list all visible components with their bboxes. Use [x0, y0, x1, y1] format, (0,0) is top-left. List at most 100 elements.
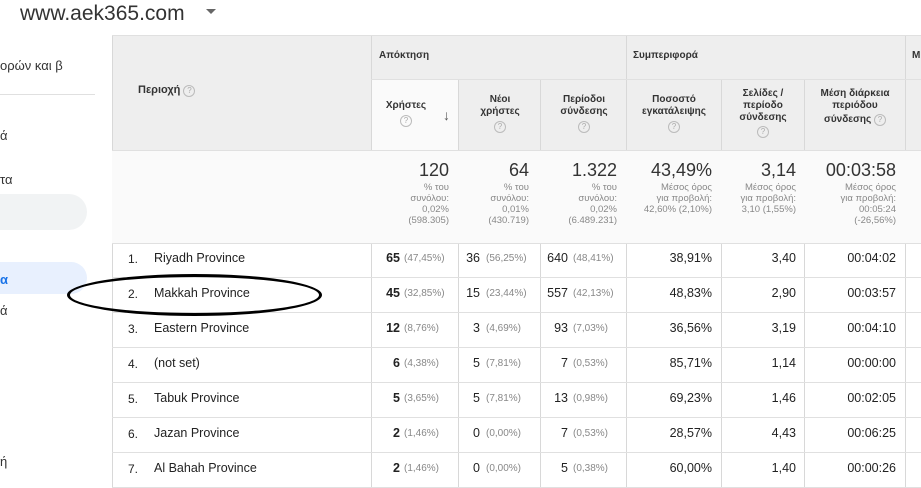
column-header-pages-per-session[interactable]: Σελίδες / περίοδο σύνδεσης ?	[739, 88, 787, 138]
avg-duration-value: 00:03:57	[847, 286, 896, 300]
bounce-rate-value: 60,00%	[669, 461, 712, 475]
sidebar-divider	[0, 94, 95, 95]
column-header-sessions[interactable]: Περίοδοι σύνδεσης ?	[560, 94, 608, 133]
total-pages-per-session: 3,14	[760, 160, 796, 180]
total-new-users: 64	[508, 160, 529, 180]
bounce-rate-value: 36,56%	[669, 321, 712, 335]
users-value: 2	[393, 461, 400, 475]
pages-per-session-value: 3,19	[771, 321, 796, 335]
users-percent: (1,46%)	[404, 428, 440, 439]
sidebar-item-cut-5[interactable]: ή	[0, 454, 8, 469]
divider	[112, 312, 921, 313]
column-header-bounce-rate[interactable]: Ποσοστό εγκατάλειψης ?	[642, 94, 706, 133]
users-value: 45	[386, 286, 400, 300]
sessions-value: 13	[554, 391, 568, 405]
users-percent: (1,46%)	[404, 463, 440, 474]
new-users-percent: (56,25%)	[486, 253, 527, 264]
users-percent: (4,38%)	[404, 358, 440, 369]
divider	[626, 35, 627, 488]
sessions-percent: (0,98%)	[573, 393, 609, 404]
divider	[540, 80, 541, 488]
sidebar-item-active-label[interactable]: α	[0, 272, 8, 287]
report-table: Περιοχή ? Απόκτηση Συμπεριφορά Μ Χρήστες…	[112, 32, 921, 488]
sessions-value: 5	[561, 461, 568, 475]
help-icon[interactable]: ?	[400, 115, 412, 127]
sessions-percent: (7,03%)	[573, 323, 609, 334]
total-pages-note: Μέσος όρος για προβολή: 3,10 (1,55%)	[740, 182, 796, 215]
region-link[interactable]: Eastern Province	[154, 321, 250, 335]
pages-per-session-value: 1,46	[771, 391, 796, 405]
divider	[458, 80, 459, 488]
column-header-users[interactable]: Χρήστες ?	[385, 100, 427, 127]
new-users-value: 15	[466, 286, 480, 300]
sessions-value: 640	[547, 251, 568, 265]
row-index: 3.	[128, 322, 139, 336]
total-sessions-note: % του συνόλου: 0,02% (6.489.231)	[568, 182, 617, 226]
total-bounce-rate: 43,49%	[650, 160, 712, 180]
row-index: 6.	[128, 427, 139, 441]
region-link[interactable]: Jazan Province	[154, 426, 240, 440]
divider	[905, 35, 906, 488]
avg-duration-value: 00:04:10	[847, 321, 896, 335]
sessions-value: 93	[554, 321, 568, 335]
column-header-region[interactable]: Περιοχή ?	[138, 84, 196, 97]
new-users-percent: (23,44%)	[486, 288, 527, 299]
new-users-percent: (0,00%)	[486, 463, 522, 474]
group-behavior: Συμπεριφορά	[633, 50, 698, 61]
help-icon[interactable]: ?	[494, 121, 506, 133]
help-icon[interactable]: ?	[578, 121, 590, 133]
column-header-avg-session-duration[interactable]: Μέση διάρκεια περιόδου σύνδεσης ?	[820, 88, 890, 126]
sidebar-item-cut-4[interactable]: ά	[0, 303, 8, 318]
sessions-value: 7	[561, 426, 568, 440]
avg-duration-value: 00:02:05	[847, 391, 896, 405]
group-acquisition: Απόκτηση	[379, 50, 430, 61]
sorted-column-highlight	[372, 80, 458, 150]
region-link[interactable]: Tabuk Province	[154, 391, 240, 405]
pages-per-session-value: 4,43	[771, 426, 796, 440]
divider	[112, 150, 921, 151]
table-header	[112, 35, 921, 151]
users-value: 65	[386, 251, 400, 265]
sessions-percent: (42,13%)	[573, 288, 614, 299]
help-icon[interactable]: ?	[668, 121, 680, 133]
avg-duration-value: 00:00:00	[847, 356, 896, 370]
top-bar: www.aek365.com	[0, 0, 921, 32]
users-percent: (8,76%)	[404, 323, 440, 334]
hand-drawn-oval-annotation	[67, 274, 322, 316]
region-link[interactable]: (not set)	[154, 356, 200, 370]
help-icon[interactable]: ?	[757, 126, 769, 138]
users-percent: (32,85%)	[404, 288, 445, 299]
site-title[interactable]: www.aek365.com	[20, 2, 185, 25]
new-users-value: 5	[473, 356, 480, 370]
region-link[interactable]: Riyadh Province	[154, 251, 246, 265]
sessions-value: 557	[547, 286, 568, 300]
sort-arrow-icon[interactable]: ↓	[443, 107, 450, 123]
region-link[interactable]: Al Bahah Province	[154, 461, 257, 475]
sessions-percent: (0,38%)	[573, 463, 609, 474]
bounce-rate-value: 69,23%	[669, 391, 712, 405]
divider	[804, 80, 805, 488]
pages-per-session-value: 3,40	[771, 251, 796, 265]
help-icon[interactable]: ?	[873, 114, 886, 126]
total-avg-duration: 00:03:58	[825, 160, 896, 180]
new-users-percent: (4,69%)	[486, 323, 522, 334]
bounce-rate-value: 38,91%	[669, 251, 712, 265]
new-users-percent: (0,00%)	[486, 428, 522, 439]
users-percent: (47,45%)	[404, 253, 445, 264]
divider	[371, 35, 372, 488]
sidebar-item-cut-2[interactable]: ά	[0, 128, 8, 143]
sidebar-item-cut-1[interactable]: ορών και β	[0, 58, 63, 73]
new-users-value: 5	[473, 391, 480, 405]
help-icon[interactable]: ?	[183, 85, 196, 97]
divider	[721, 80, 722, 488]
new-users-percent: (7,81%)	[486, 358, 522, 369]
sessions-percent: (0,53%)	[573, 428, 609, 439]
column-header-new-users[interactable]: Νέοι χρήστες ?	[480, 94, 520, 133]
pages-per-session-value: 1,14	[771, 356, 796, 370]
chevron-down-icon[interactable]	[206, 9, 216, 14]
total-new-users-note: % του συνόλου: 0,01% (430.719)	[488, 182, 529, 226]
sidebar-item-cut-3[interactable]: τα	[0, 172, 13, 187]
sidebar-item-pill[interactable]	[0, 194, 87, 230]
row-index: 4.	[128, 357, 139, 371]
divider	[112, 347, 921, 348]
